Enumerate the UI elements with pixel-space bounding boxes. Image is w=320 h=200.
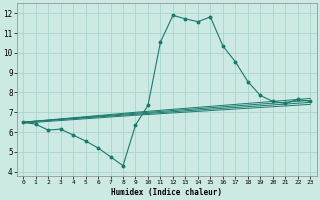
X-axis label: Humidex (Indice chaleur): Humidex (Indice chaleur)	[111, 188, 222, 197]
